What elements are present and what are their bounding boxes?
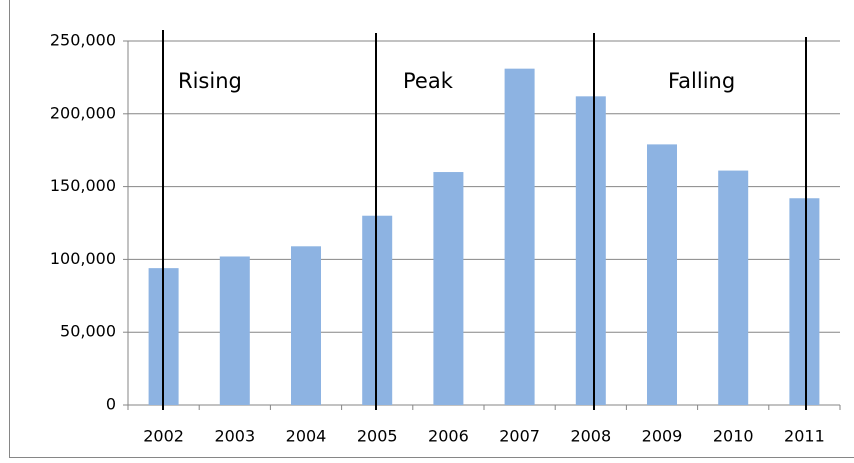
y-tick-label: 150,000 [50, 176, 116, 195]
bar [718, 171, 748, 405]
bar [291, 246, 321, 405]
x-tick-label: 2002 [143, 427, 184, 446]
y-tick-label: 0 [106, 395, 116, 414]
x-tick-label: 2004 [286, 427, 327, 446]
y-tick-label: 100,000 [50, 249, 116, 268]
x-tick-label: 2008 [570, 427, 611, 446]
x-tick-label: 2011 [784, 427, 825, 446]
bar [505, 69, 535, 405]
bar [576, 96, 606, 405]
x-tick-label: 2003 [214, 427, 255, 446]
bar [433, 172, 463, 405]
bar [789, 198, 819, 405]
bar [362, 216, 392, 405]
annotation: Rising [178, 69, 242, 93]
annotation: Peak [403, 69, 454, 93]
bar [220, 256, 250, 405]
x-tick-label: 2006 [428, 427, 469, 446]
x-tick-label: 2009 [642, 427, 683, 446]
y-tick-label: 200,000 [50, 103, 116, 122]
annotation: Falling [668, 69, 735, 93]
y-tick-label: 250,000 [50, 31, 116, 50]
x-tick-label: 2010 [713, 427, 754, 446]
x-tick-label: 2007 [499, 427, 540, 446]
y-tick-label: 50,000 [60, 322, 116, 341]
x-tick-label: 2005 [357, 427, 398, 446]
bar [647, 144, 677, 405]
